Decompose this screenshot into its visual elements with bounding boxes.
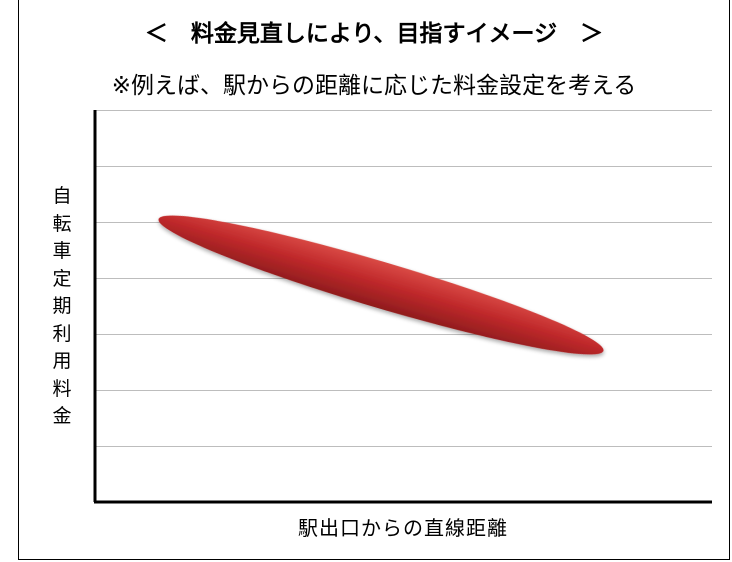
y-axis-label: 自転車定期利用料金 — [48, 183, 76, 431]
x-axis-label: 駅出口からの直線距離 — [95, 512, 711, 541]
fee-trend-band — [152, 197, 610, 373]
